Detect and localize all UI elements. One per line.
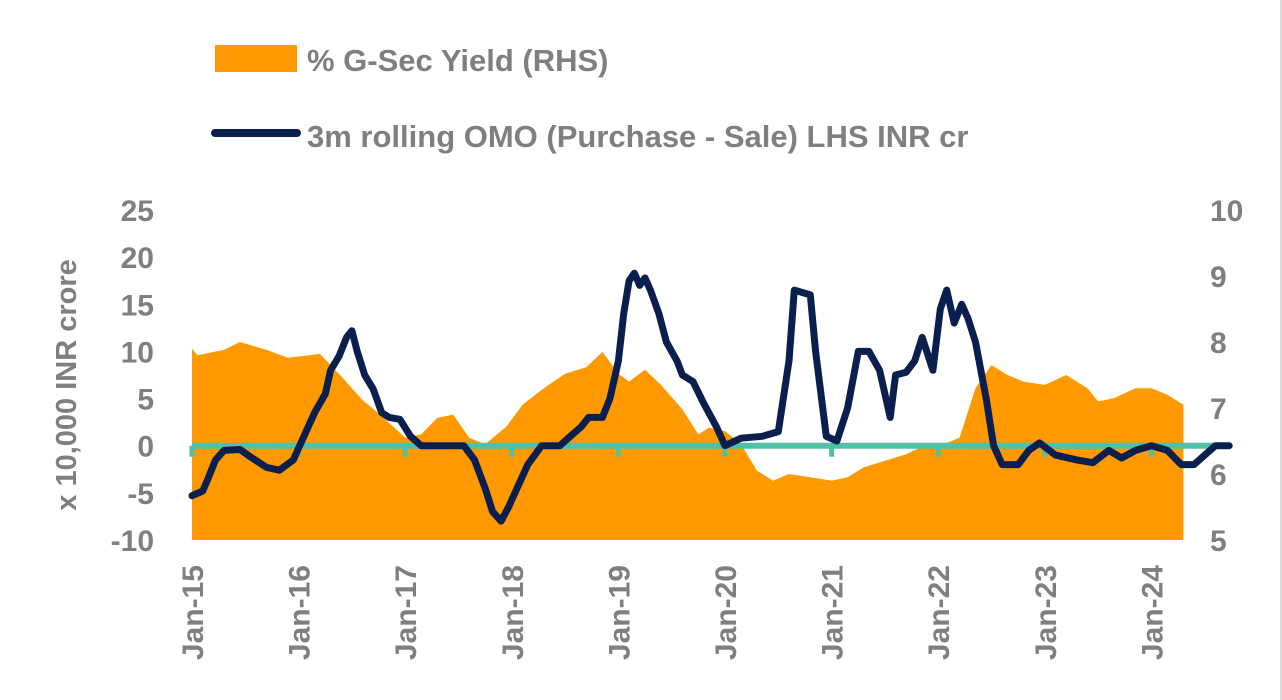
left-tick-label: -10 [111,525,154,558]
x-tick-label: Jan-22 [923,565,956,660]
left-tick-label: 25 [121,195,154,228]
x-tick-label: Jan-16 [284,565,317,660]
series-yield-area [192,342,1184,540]
series-omo-line [188,269,1233,525]
legend-label-omo: 3m rolling OMO (Purchase - Sale) LHS INR… [307,119,968,154]
left-tick-label: 5 [137,384,154,417]
x-tick-label: Jan-19 [603,565,636,660]
image-edge-divider [1280,0,1282,700]
legend: % G-Sec Yield (RHS) 3m rolling OMO (Purc… [211,43,968,154]
left-tick-label: 20 [121,242,154,275]
right-tick-label: 7 [1210,393,1227,426]
left-tick-label: 10 [121,336,154,369]
x-tick-label: Jan-15 [177,565,210,660]
x-tick-label: Jan-20 [710,565,743,660]
x-tick-label: Jan-23 [1030,565,1063,660]
omo-line-layer [188,269,1233,525]
x-tick-label: Jan-21 [817,565,850,660]
left-tick-label: -5 [127,478,154,511]
left-axis-title: x 10,000 INR crore [51,259,83,510]
x-tick-label: Jan-18 [497,565,530,660]
legend-swatch-yield-area [215,45,297,72]
right-tick-label: 8 [1210,327,1227,360]
right-tick-label: 9 [1210,261,1227,294]
right-tick-label: 6 [1210,459,1227,492]
left-axis-ticks: 25 20 15 10 5 0 -5 -10 [111,195,154,558]
legend-label-yield: % G-Sec Yield (RHS) [307,43,608,78]
x-axis-ticks: Jan-15 Jan-16 Jan-17 Jan-18 Jan-19 Jan-20 Jan-… [177,565,1169,660]
zero-baseline-layer [189,442,1230,457]
right-tick-label: 5 [1210,525,1227,558]
yield-area-layer [192,342,1184,540]
right-axis-ticks: 10 9 8 7 6 5 [1210,195,1243,558]
x-tick-label: Jan-24 [1136,565,1169,660]
x-tick-label: Jan-17 [390,565,423,660]
left-tick-label: 15 [121,289,154,322]
left-tick-label: 0 [137,431,154,464]
right-tick-label: 10 [1210,195,1243,228]
